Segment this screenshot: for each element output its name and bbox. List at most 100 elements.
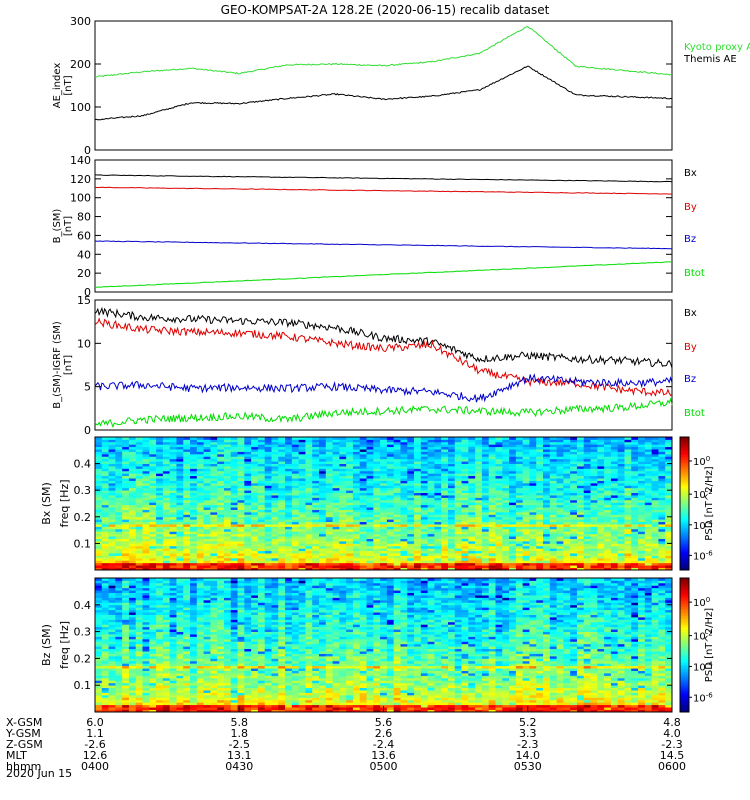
spectrogram-cell <box>665 531 673 535</box>
spectrogram-cell <box>319 545 327 549</box>
spectrogram-cell <box>631 553 639 556</box>
spectrogram-cell <box>312 514 320 518</box>
spectrogram-cell <box>128 509 137 513</box>
spectrogram-cell <box>556 553 564 556</box>
spectrogram-cell <box>312 468 320 472</box>
spectrogram-cell <box>570 461 578 464</box>
spectrogram-cell <box>298 478 306 481</box>
spectrogram-cell <box>549 458 557 462</box>
spectrogram-cell <box>624 536 632 539</box>
spectrogram-cell <box>203 466 211 469</box>
spectrogram-cell <box>217 545 225 549</box>
spectrogram-cell <box>583 451 591 455</box>
spectrogram-cell <box>101 502 109 506</box>
spectrogram-cell <box>366 545 374 549</box>
spectrogram-cell <box>495 480 503 484</box>
spectrogram-cell <box>108 468 116 472</box>
spectrogram-cell <box>481 511 490 515</box>
spectrogram-cell <box>461 485 469 489</box>
spectrogram-cell <box>549 461 557 464</box>
spectrogram-cell <box>583 553 591 556</box>
spectrogram-cell <box>339 507 347 510</box>
spectrogram-cell <box>631 540 639 544</box>
spectrogram-cell <box>291 475 300 479</box>
spectrogram-cell <box>183 495 191 498</box>
spectrogram-cell <box>393 456 401 460</box>
spectrogram-cell <box>142 485 150 489</box>
spectrogram-cell <box>183 487 191 491</box>
spectrogram-cell <box>332 548 340 552</box>
spectrogram-cell <box>142 499 150 503</box>
spectrogram-cell <box>549 565 557 568</box>
spectrogram-cell <box>210 468 218 472</box>
spectrogram-cell <box>393 468 401 472</box>
spectrogram-cell <box>373 456 381 460</box>
spectrogram-cell <box>339 439 347 443</box>
spectrogram-cell <box>176 475 184 479</box>
spectrogram-cell <box>434 557 442 561</box>
spectrogram-cell <box>420 480 429 484</box>
spectrogram-cell <box>420 490 429 494</box>
spectrogram-cell <box>658 565 666 568</box>
spectrogram-cell <box>108 514 116 518</box>
spectrogram-cell <box>149 463 157 467</box>
spectrogram-cell <box>135 446 143 450</box>
spectrogram-cell <box>325 490 333 494</box>
spectrogram-cell <box>475 526 483 530</box>
spectrogram-cell <box>529 511 537 515</box>
spectrogram-cell <box>583 466 591 469</box>
spectrogram-cell <box>237 521 245 525</box>
spectrogram-cell <box>162 456 171 460</box>
spectrogram-cell <box>563 473 571 477</box>
spectrogram-cell <box>176 528 184 532</box>
spectrogram-cell <box>257 473 266 477</box>
spectrogram-cell <box>190 456 198 460</box>
spectrogram-cell <box>196 446 205 450</box>
spectrogram-cell <box>264 487 272 491</box>
spectrogram-cell <box>631 466 639 469</box>
spectrogram-cell <box>346 458 354 462</box>
spectrogram-cell <box>95 470 103 474</box>
spectrogram-cell <box>447 470 456 474</box>
spectrogram-cell <box>210 499 218 503</box>
spectrogram-cell <box>108 699 116 703</box>
spectrogram-cell <box>461 497 469 501</box>
spectrogram-cell <box>468 444 476 448</box>
spectrogram-cell <box>447 461 456 464</box>
spectrogram-cell <box>312 550 320 554</box>
spectrogram-cell <box>380 562 388 566</box>
spectrogram-cell <box>576 456 585 460</box>
spectrogram-cell <box>149 540 157 544</box>
spectrogram-cell <box>400 456 408 460</box>
spectrogram-cell <box>488 524 496 527</box>
spectrogram-cell <box>407 545 415 549</box>
spectrogram-cell <box>305 538 313 542</box>
spectrogram-cell <box>434 555 442 559</box>
spectrogram-cell <box>237 538 245 542</box>
spectrogram-cell <box>223 470 232 474</box>
spectrogram-cell <box>644 487 653 491</box>
spectrogram-cell <box>495 560 503 564</box>
spectrogram-cell <box>203 499 211 503</box>
spectrogram-cell <box>644 458 653 462</box>
spectrogram-cell <box>576 526 585 530</box>
spectrogram-cell <box>536 492 544 496</box>
spectrogram-cell <box>529 446 537 450</box>
spectrogram-cell <box>644 567 653 571</box>
spectrogram-cell <box>128 453 137 457</box>
spectrogram-cell <box>393 485 401 489</box>
spectrogram-cell <box>291 497 300 501</box>
spectrogram-cell <box>271 540 279 544</box>
spectrogram-cell <box>604 485 612 489</box>
spectrogram-cell <box>346 528 354 532</box>
spectrogram-cell <box>536 444 544 448</box>
spectrogram-cell <box>373 461 381 464</box>
spectrogram-cell <box>346 446 354 450</box>
spectrogram-cell <box>427 504 435 508</box>
spectrogram-cell <box>237 492 245 496</box>
spectrogram-cell <box>407 519 415 523</box>
spectrogram-cell <box>169 478 177 481</box>
spectrogram-cell <box>644 524 653 527</box>
spectrogram-cell <box>658 478 666 481</box>
spectrogram-cell <box>638 511 646 515</box>
